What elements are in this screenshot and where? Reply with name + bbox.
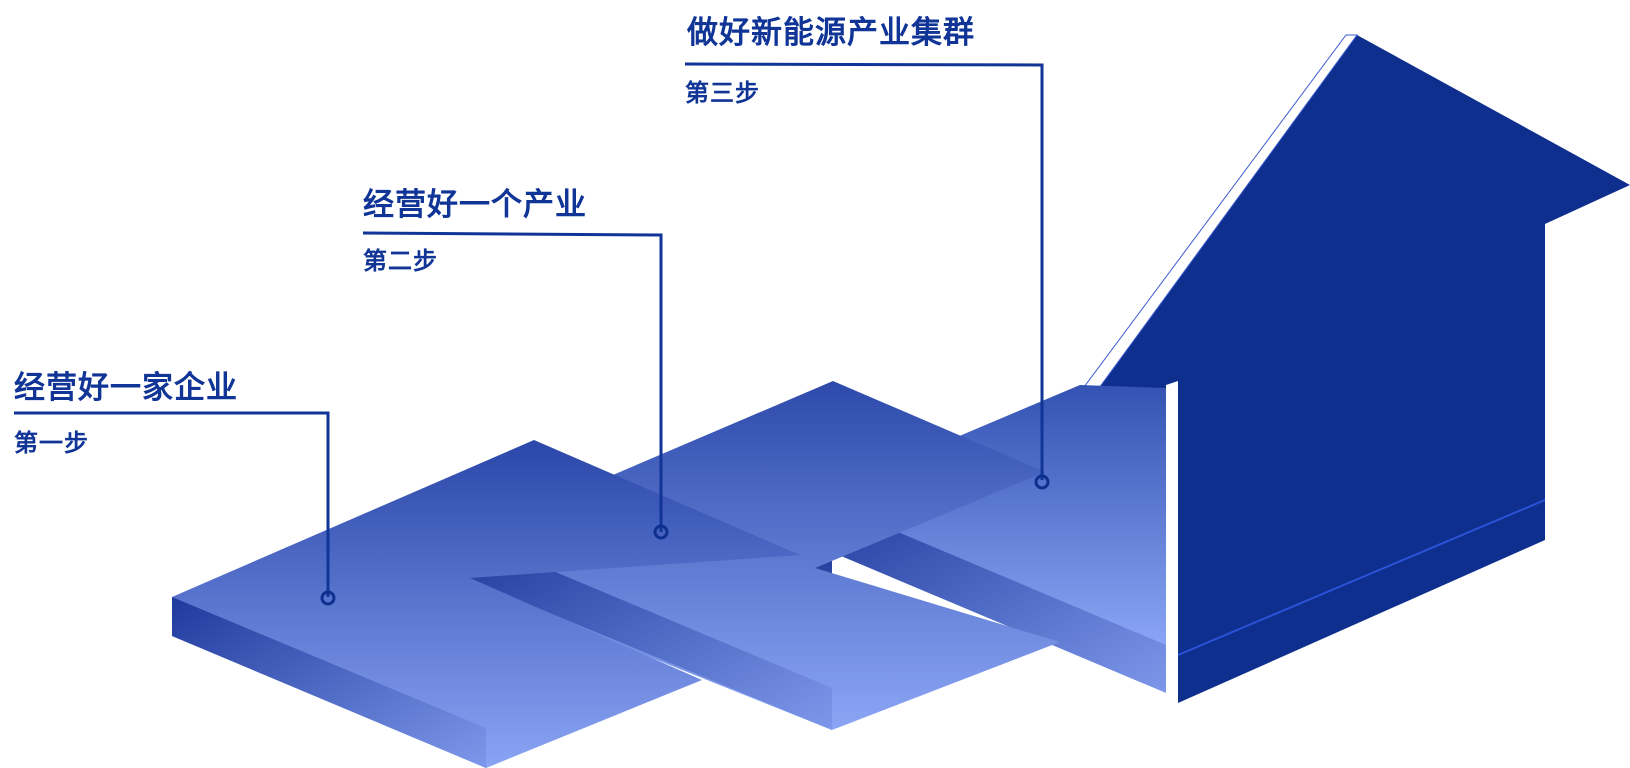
leader-line-step-3 bbox=[684, 62, 1044, 480]
step-2-title: 经营好一个产业 bbox=[363, 187, 587, 223]
step-1-block bbox=[172, 440, 800, 768]
upward-arrow-icon bbox=[1057, 34, 1630, 703]
leader-line-step-2 bbox=[362, 231, 663, 532]
leader-line-step-1 bbox=[14, 411, 330, 597]
circle-marker-icon bbox=[320, 590, 336, 606]
circle-marker-icon bbox=[1034, 474, 1050, 490]
step-1-title: 经营好一家企业 bbox=[14, 370, 238, 406]
circle-marker-icon bbox=[653, 524, 669, 540]
step-1-label: 第一步 bbox=[14, 429, 89, 457]
step-2-label: 第二步 bbox=[363, 247, 438, 275]
step-3-title: 做好新能源产业集群 bbox=[687, 15, 975, 51]
step-3-label: 第三步 bbox=[685, 79, 760, 107]
